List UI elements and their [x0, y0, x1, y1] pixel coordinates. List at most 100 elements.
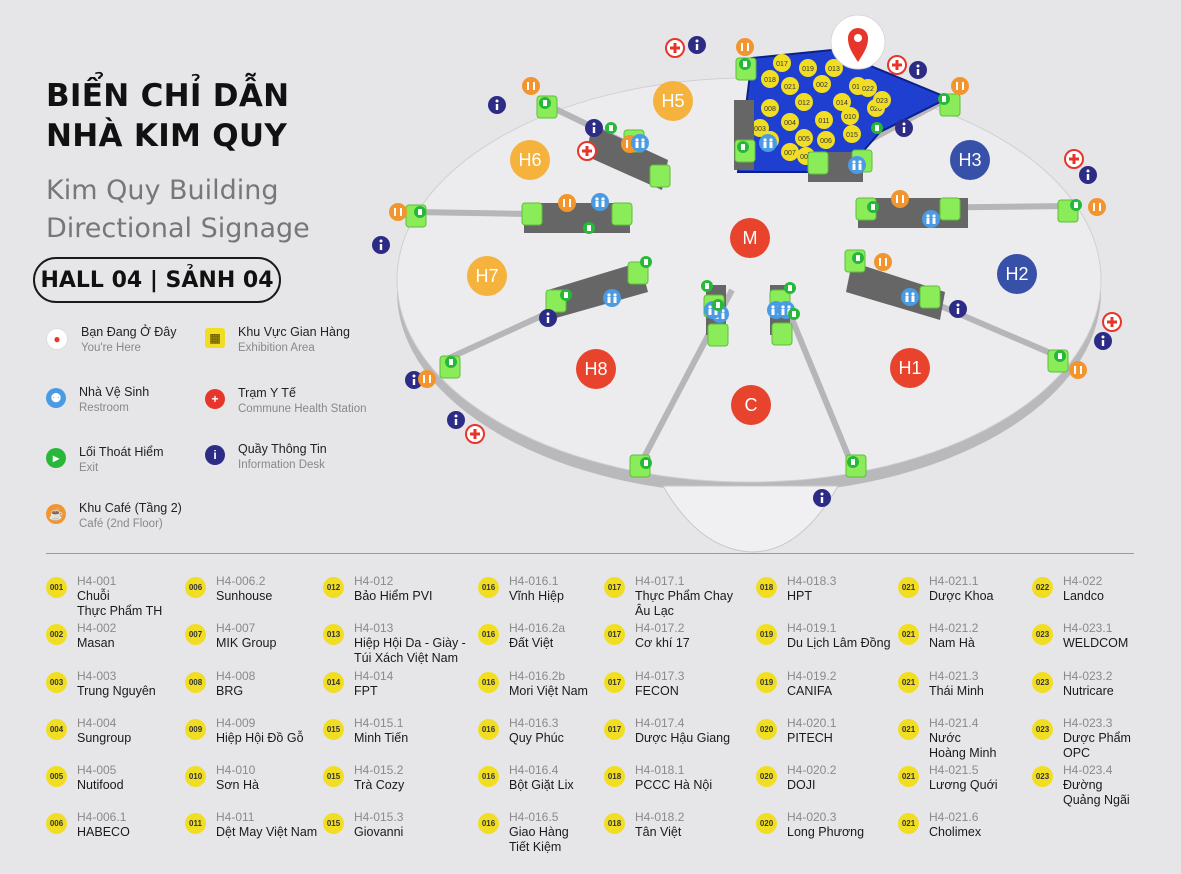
cafe-icon	[389, 203, 407, 221]
booth-entry: 016 H4-016.2b Mori Việt Nam	[478, 669, 628, 699]
title-en-line2: Directional Signage	[46, 213, 310, 244]
legend-item: ☕ Khu Café (Tầng 2) Café (2nd Floor)	[46, 500, 182, 532]
green-block	[707, 323, 729, 347]
legend-label: Nhà Vệ Sinh	[79, 385, 150, 399]
booth-number-badge: 008	[185, 672, 206, 693]
legend-label: Trạm Y Tế	[238, 386, 296, 400]
booth-entry: 006 H4-006.2 Sunhouse	[185, 574, 335, 604]
legend-label: Bạn Đang Ở Đây	[81, 325, 177, 339]
map-booth-marker: 018	[761, 70, 779, 88]
booth-entry: 011 H4-011 Dệt May Việt Nam	[185, 810, 335, 840]
booth-code: H4-003	[77, 669, 117, 683]
legend-label-en: Café (2nd Floor)	[79, 518, 163, 530]
booth-code: H4-017.3	[635, 669, 685, 683]
booth-entry: 023 H4-023.3 Dược Phẩm OPC	[1032, 716, 1181, 761]
map-booth-number: 022	[862, 86, 874, 93]
booth-number-badge: 016	[478, 813, 499, 834]
booth-number-badge: 016	[478, 766, 499, 787]
exit-icon	[847, 456, 859, 468]
map-booth-marker: 019	[799, 59, 817, 77]
booth-number-badge: 003	[46, 672, 67, 693]
booth-code: H4-008	[216, 669, 256, 683]
booth-number-badge: 007	[185, 624, 206, 645]
map-booth-number: 007	[784, 150, 796, 157]
zone-h3: H3	[950, 140, 990, 180]
legend-label: Khu Vực Gian Hàng	[238, 325, 350, 339]
green-block	[771, 322, 793, 346]
booth-code: H4-019.1	[787, 621, 837, 635]
booth-entry: 018 H4-018.2 Tân Việt	[604, 810, 754, 840]
booth-number-badge: 016	[478, 672, 499, 693]
booth-number-badge: 014	[323, 672, 344, 693]
cafe-icon	[522, 77, 540, 95]
exhibition-area-icon: ▦	[205, 328, 225, 348]
booth-name: Du Lịch Lâm Đồng	[787, 636, 891, 650]
booth-number-badge: 009	[185, 719, 206, 740]
booth-entry: 019 H4-019.1 Du Lịch Lâm Đồng	[756, 621, 906, 651]
booth-number-badge: 023	[1032, 719, 1053, 740]
booth-code: H4-023.1	[1063, 621, 1113, 635]
cafe-icon	[874, 253, 892, 271]
booth-name: Long Phương	[787, 825, 865, 839]
booth-entry: 021 H4-021.4 Nước Hoàng Minh	[898, 716, 1048, 761]
legend-item: ▸ Lối Thoát Hiểm Exit	[46, 444, 164, 476]
booth-number-badge: 020	[756, 719, 777, 740]
booth-code: H4-007	[216, 621, 256, 635]
zone-h7: H7	[467, 256, 507, 296]
booth-number-badge: 016	[478, 624, 499, 645]
booth-name: Hiệp Hội Đồ Gỗ	[216, 731, 304, 745]
green-block	[939, 197, 961, 221]
exit-icon	[445, 356, 457, 368]
green-block	[627, 261, 649, 285]
legend-label: Quầy Thông Tin	[238, 442, 327, 456]
green-block	[807, 151, 829, 175]
booth-name: Giao Hàng Tiết Kiệm	[509, 825, 569, 854]
booth-entry: 012 H4-012 Bảo Hiểm PVI	[323, 574, 473, 604]
exit-icon	[867, 201, 879, 213]
map-booth-number: 003	[754, 126, 766, 133]
booth-number-badge: 001	[46, 577, 67, 598]
medical-cross-icon	[465, 424, 485, 444]
map-booth-marker: 015	[843, 125, 861, 143]
booth-number-badge: 005	[46, 766, 67, 787]
booth-name: Tân Việt	[635, 825, 682, 839]
booth-code: H4-013	[354, 621, 394, 635]
booth-name: Minh Tiến	[354, 731, 409, 745]
booth-number-badge: 016	[478, 719, 499, 740]
map-booth-marker: 021	[781, 77, 799, 95]
booth-name: HABECO	[77, 825, 130, 839]
title-vietnamese: BIỂN CHỈ DẪN NHÀ KIM QUY	[46, 76, 289, 156]
booth-entry: 005 H4-005 Nutifood	[46, 763, 196, 793]
booth-number-badge: 018	[604, 813, 625, 834]
booth-entry: 023 H4-023.1 WELDCOM	[1032, 621, 1181, 651]
booth-code: H4-020.2	[787, 763, 837, 777]
booth-name: Vĩnh Hiệp	[509, 589, 564, 603]
zone-label: C	[745, 395, 758, 415]
map-booth-marker: 023	[873, 91, 891, 109]
restroom-icon	[759, 134, 777, 152]
map-booth-marker: 011	[815, 111, 833, 129]
cafe-icon	[951, 77, 969, 95]
booth-number-badge: 020	[756, 766, 777, 787]
zone-h5: H5	[653, 81, 693, 121]
booth-name: BRG	[216, 684, 244, 698]
zone-label: H5	[661, 91, 684, 111]
exit-icon	[712, 299, 724, 311]
booth-number-badge: 017	[604, 719, 625, 740]
exit-icon	[640, 457, 652, 469]
booth-entry: 014 H4-014 FPT	[323, 669, 473, 699]
cafe-icon	[891, 190, 909, 208]
booth-number-badge: 017	[604, 624, 625, 645]
booth-number-badge: 006	[185, 577, 206, 598]
title-vi-line2: NHÀ KIM QUY	[46, 118, 288, 154]
exit-icon	[539, 97, 551, 109]
map-booth-marker: 010	[841, 107, 859, 125]
booth-entry: 021 H4-021.1 Dược Khoa	[898, 574, 1048, 604]
booth-name: Sunhouse	[216, 589, 273, 603]
booth-code: H4-021.3	[929, 669, 979, 683]
booth-entry: 016 H4-016.2a Đất Việt	[478, 621, 628, 651]
restroom-icon	[922, 210, 940, 228]
booth-name: Bột Giặt Lix	[509, 778, 574, 792]
booth-name: Chuỗi Thực Phẩm TH	[77, 589, 163, 618]
exit-icon	[640, 256, 652, 268]
